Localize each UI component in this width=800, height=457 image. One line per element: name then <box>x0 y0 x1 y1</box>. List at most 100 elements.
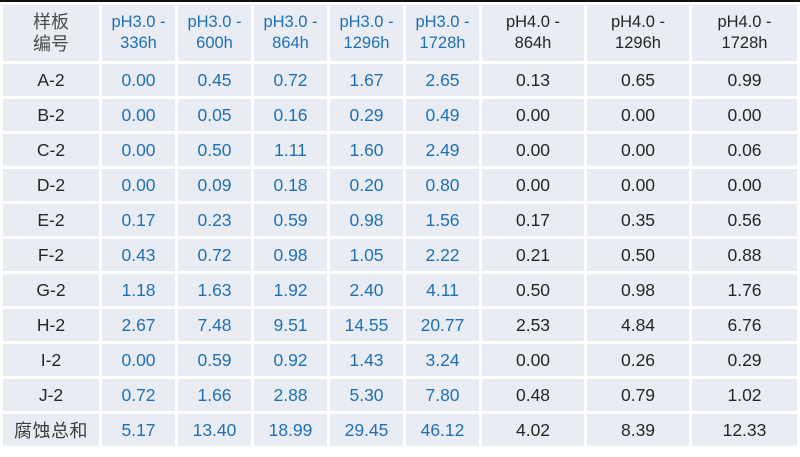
cell-value: 0.48 <box>482 379 584 411</box>
cell-value: 0.56 <box>692 204 797 236</box>
cell-value: 0.92 <box>254 344 327 376</box>
table-row: E-2 0.17 0.23 0.59 0.98 1.56 0.17 0.35 0.56 <box>3 204 797 236</box>
cell-value: 1.66 <box>178 379 251 411</box>
row-label: J-2 <box>3 379 99 411</box>
table-row: H-2 2.67 7.48 9.51 14.55 20.77 2.53 4.84 6.76 <box>3 309 797 341</box>
corrosion-data-table: 样板 编号 pH3.0 - 336h pH3.0 - 600h pH3.0 - 86… <box>0 2 800 449</box>
cell-value: 0.00 <box>587 169 689 201</box>
cell-value: 0.20 <box>330 169 403 201</box>
corner-header-sample-id: 样板 编号 <box>3 5 99 61</box>
cell-value: 0.50 <box>178 134 251 166</box>
row-label: I-2 <box>3 344 99 376</box>
cell-value: 0.00 <box>102 64 175 96</box>
cell-value: 0.23 <box>178 204 251 236</box>
cell-value: 0.00 <box>102 169 175 201</box>
row-label: B-2 <box>3 99 99 131</box>
cell-value: 1.60 <box>330 134 403 166</box>
cell-value: 0.29 <box>692 344 797 376</box>
cell-value: 1.63 <box>178 274 251 306</box>
cell-value: 0.98 <box>330 204 403 236</box>
row-label: G-2 <box>3 274 99 306</box>
cell-value: 6.76 <box>692 309 797 341</box>
cell-value: 0.79 <box>587 379 689 411</box>
cell-value: 18.99 <box>254 414 327 446</box>
cell-value: 46.12 <box>406 414 479 446</box>
row-label: F-2 <box>3 239 99 271</box>
cell-value: 2.22 <box>406 239 479 271</box>
cell-value: 1.43 <box>330 344 403 376</box>
column-header: pH3.0 - 864h <box>254 5 327 61</box>
cell-value: 0.35 <box>587 204 689 236</box>
cell-value: 0.99 <box>692 64 797 96</box>
row-label: E-2 <box>3 204 99 236</box>
table-row: C-2 0.00 0.50 1.11 1.60 2.49 0.00 0.00 0.06 <box>3 134 797 166</box>
cell-value: 0.06 <box>692 134 797 166</box>
cell-value: 0.16 <box>254 99 327 131</box>
cell-value: 1.11 <box>254 134 327 166</box>
column-header: pH3.0 - 1728h <box>406 5 479 61</box>
column-header: pH4.0 - 1728h <box>692 5 797 61</box>
cell-value: 0.00 <box>587 134 689 166</box>
cell-value: 0.80 <box>406 169 479 201</box>
cell-value: 2.65 <box>406 64 479 96</box>
cell-value: 0.50 <box>482 274 584 306</box>
column-header: pH3.0 - 336h <box>102 5 175 61</box>
table-row: A-2 0.00 0.45 0.72 1.67 2.65 0.13 0.65 0.99 <box>3 64 797 96</box>
column-header: pH3.0 - 600h <box>178 5 251 61</box>
cell-value: 0.98 <box>254 239 327 271</box>
cell-value: 7.48 <box>178 309 251 341</box>
cell-value: 0.98 <box>587 274 689 306</box>
cell-value: 1.02 <box>692 379 797 411</box>
cell-value: 0.59 <box>254 204 327 236</box>
cell-value: 4.02 <box>482 414 584 446</box>
cell-value: 0.59 <box>178 344 251 376</box>
table-row: G-2 1.18 1.63 1.92 2.40 4.11 0.50 0.98 1.76 <box>3 274 797 306</box>
cell-value: 0.65 <box>587 64 689 96</box>
cell-value: 0.21 <box>482 239 584 271</box>
cell-value: 0.26 <box>587 344 689 376</box>
cell-value: 14.55 <box>330 309 403 341</box>
cell-value: 5.30 <box>330 379 403 411</box>
cell-value: 0.45 <box>178 64 251 96</box>
column-header: pH3.0 - 1296h <box>330 5 403 61</box>
cell-value: 2.49 <box>406 134 479 166</box>
header-row: 样板 编号 pH3.0 - 336h pH3.0 - 600h pH3.0 - 86… <box>3 5 797 61</box>
cell-value: 2.53 <box>482 309 584 341</box>
cell-value: 0.00 <box>482 134 584 166</box>
cell-value: 1.92 <box>254 274 327 306</box>
row-label: H-2 <box>3 309 99 341</box>
cell-value: 7.80 <box>406 379 479 411</box>
cell-value: 9.51 <box>254 309 327 341</box>
cell-value: 0.00 <box>692 169 797 201</box>
cell-value: 0.17 <box>102 204 175 236</box>
cell-value: 0.72 <box>254 64 327 96</box>
row-label: 腐蚀总和 <box>3 414 99 446</box>
cell-value: 8.39 <box>587 414 689 446</box>
table-row: I-2 0.00 0.59 0.92 1.43 3.24 0.00 0.26 0.29 <box>3 344 797 376</box>
row-label: C-2 <box>3 134 99 166</box>
table-row: D-2 0.00 0.09 0.18 0.20 0.80 0.00 0.00 0.00 <box>3 169 797 201</box>
cell-value: 0.00 <box>482 344 584 376</box>
cell-value: 29.45 <box>330 414 403 446</box>
cell-value: 1.56 <box>406 204 479 236</box>
cell-value: 0.00 <box>102 99 175 131</box>
cell-value: 0.72 <box>102 379 175 411</box>
cell-value: 13.40 <box>178 414 251 446</box>
cell-value: 5.17 <box>102 414 175 446</box>
column-header: pH4.0 - 1296h <box>587 5 689 61</box>
cell-value: 1.05 <box>330 239 403 271</box>
cell-value: 0.05 <box>178 99 251 131</box>
cell-value: 2.40 <box>330 274 403 306</box>
cell-value: 0.88 <box>692 239 797 271</box>
cell-value: 0.09 <box>178 169 251 201</box>
cell-value: 0.29 <box>330 99 403 131</box>
table-row: F-2 0.43 0.72 0.98 1.05 2.22 0.21 0.50 0.88 <box>3 239 797 271</box>
cell-value: 3.24 <box>406 344 479 376</box>
cell-value: 1.18 <box>102 274 175 306</box>
cell-value: 0.00 <box>102 134 175 166</box>
row-label: A-2 <box>3 64 99 96</box>
cell-value: 0.00 <box>587 99 689 131</box>
cell-value: 12.33 <box>692 414 797 446</box>
cell-value: 0.00 <box>102 344 175 376</box>
